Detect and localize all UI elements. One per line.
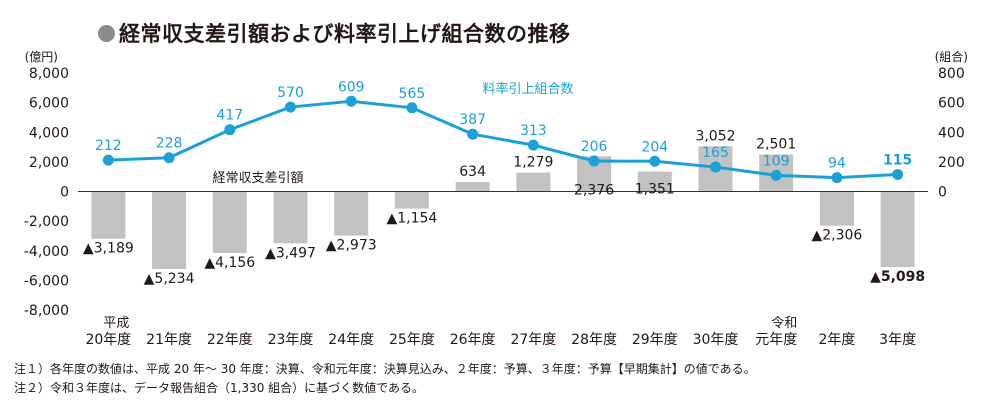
bar-value-label: ▲3,189 — [83, 241, 134, 257]
left-tick-label: -2,000 — [24, 214, 69, 230]
left-tick-label: -4,000 — [24, 244, 69, 260]
category-label: 29年度 — [632, 332, 678, 348]
left-tick-label: 8,000 — [29, 66, 69, 82]
line-value-label: 313 — [520, 123, 547, 139]
line-point — [467, 128, 479, 140]
right-tick-label: 800 — [938, 66, 965, 82]
right-tick-label: 200 — [938, 155, 965, 171]
category-label: 22年度 — [207, 332, 253, 348]
line-point — [649, 155, 661, 167]
bar-value-label: ▲2,306 — [811, 228, 862, 244]
left-tick-label: 2,000 — [29, 155, 69, 171]
left-axis-label: (億円) — [25, 50, 58, 64]
right-tick-label: 600 — [938, 96, 965, 112]
bar-value-label: ▲4,156 — [204, 255, 255, 271]
category-label: 2年度 — [818, 332, 855, 348]
line-value-label: 387 — [459, 112, 486, 128]
line-point — [163, 152, 175, 164]
line-series-path — [108, 99, 898, 180]
category-label: 20年度 — [85, 332, 131, 348]
line-point — [892, 168, 904, 180]
bar — [516, 172, 551, 192]
line-value-label: 206 — [581, 139, 608, 155]
category-label: 24年度 — [328, 332, 374, 348]
bar — [212, 191, 247, 254]
bar — [273, 191, 308, 244]
footnotes: 注１）各年度の数値は、平成 20 年～ 30 年度：決算、令和元年度：決算見込み… — [14, 360, 756, 398]
bar — [455, 182, 490, 192]
bar — [880, 191, 915, 268]
line-point — [710, 161, 721, 173]
bar — [819, 191, 854, 226]
line-point — [224, 124, 236, 136]
line-value-label: 212 — [95, 138, 122, 154]
category-label: 28年度 — [571, 332, 617, 348]
bar-value-label: 1,279 — [513, 155, 553, 171]
right-axis-label: (組合) — [935, 49, 968, 64]
chart-title: 経常収支差引額および料率引上げ組合数の推移 — [98, 16, 571, 50]
line-value-label: 165 — [702, 145, 729, 161]
bar — [637, 171, 672, 192]
bar-value-label: ▲5,234 — [144, 271, 195, 287]
bar-value-label: 634 — [459, 164, 486, 180]
line-value-label: 417 — [216, 108, 243, 124]
line-value-label: 565 — [399, 86, 426, 102]
chart-title-text: 経常収支差引額および料率引上げ組合数の推移 — [119, 22, 571, 46]
category-label: 30年度 — [693, 332, 739, 348]
category-label: 3年度 — [879, 332, 916, 348]
line-point — [527, 139, 539, 151]
line-series-label: 料率引上組合数 — [482, 81, 573, 97]
line-point — [285, 101, 296, 113]
bar — [152, 191, 187, 270]
line-point — [345, 95, 357, 107]
right-tick-label: 0 — [938, 185, 947, 201]
bar-value-label: 2,501 — [756, 136, 796, 152]
category-label: 27年度 — [510, 332, 556, 348]
line-value-label: 204 — [641, 139, 668, 155]
footnote-1: 注１）各年度の数値は、平成 20 年～ 30 年度：決算、令和元年度：決算見込み… — [14, 362, 756, 376]
line-point — [588, 155, 600, 167]
category-label: 23年度 — [268, 332, 314, 348]
bar-value-label: ▲5,098 — [870, 269, 925, 285]
chart-area: (億円) (組合) 8,000 6,000 4,000 2,000 0 -2,000 -4,00… — [24, 49, 968, 348]
right-tick-label: 400 — [938, 125, 965, 141]
line-value-label: 115 — [883, 152, 912, 168]
category-era-label: 令和 — [771, 316, 797, 331]
line-point — [770, 169, 782, 181]
category-label: 25年度 — [389, 332, 435, 348]
bar — [394, 191, 429, 209]
category-label: 26年度 — [450, 332, 496, 348]
left-tick-label: 0 — [60, 185, 69, 201]
left-tick-label: 6,000 — [29, 96, 69, 112]
line-value-label: 228 — [156, 136, 183, 152]
bar-value-label: 1,351 — [635, 181, 675, 197]
bar — [91, 191, 126, 239]
title-bullet-icon — [98, 24, 115, 42]
line-value-label: 94 — [828, 156, 846, 172]
line-value-label: 570 — [277, 85, 304, 101]
line-value-label: 109 — [763, 153, 790, 169]
category-era-label: 平成 — [103, 316, 129, 331]
line-value-label: 609 — [338, 79, 365, 95]
bar — [334, 191, 369, 236]
category-label: 21年度 — [146, 332, 192, 348]
line-point — [831, 172, 843, 184]
footnote-2: 注２）令和３年度は、データ報告組合（1,330 組合）に基づく数値である。 — [14, 381, 425, 395]
bar-value-label: 3,052 — [695, 128, 735, 144]
bar-value-label: ▲2,973 — [326, 238, 377, 254]
line-point — [102, 154, 114, 166]
left-tick-label: 4,000 — [29, 125, 69, 141]
line-point — [406, 102, 418, 114]
category-label: 元年度 — [755, 332, 797, 348]
bar-value-label: ▲1,154 — [386, 211, 437, 227]
bar-value-label: ▲3,497 — [265, 245, 316, 261]
left-tick-label: -8,000 — [24, 303, 69, 319]
bar-value-label: 2,376 — [574, 182, 614, 198]
bar-series-label: 経常収支差引額 — [212, 171, 303, 186]
left-tick-label: -6,000 — [24, 273, 69, 289]
